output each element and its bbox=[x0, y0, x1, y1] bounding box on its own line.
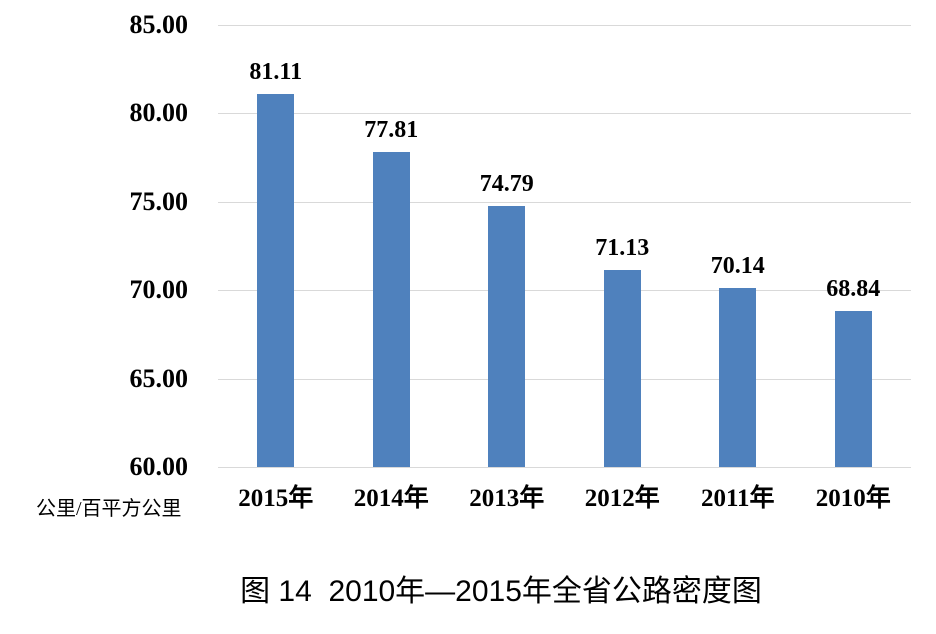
gridline bbox=[218, 113, 911, 115]
chart-caption: 图 14 2010年—2015年全省公路密度图 bbox=[240, 575, 762, 608]
y-tick-label: 75.00 bbox=[129, 186, 189, 216]
y-tick-label: 80.00 bbox=[129, 98, 189, 128]
bar-value-label: 68.84 bbox=[826, 275, 881, 302]
bar-value-label: 81.11 bbox=[249, 58, 303, 85]
gridline bbox=[218, 378, 911, 380]
bar-value-label: 71.13 bbox=[595, 235, 650, 262]
y-tick-label: 85.00 bbox=[129, 10, 189, 39]
y-tick-label: 60.00 bbox=[129, 452, 189, 481]
gridline bbox=[218, 290, 911, 292]
gridline bbox=[218, 201, 911, 203]
bar-2014年 bbox=[372, 152, 410, 467]
bar-2010年 bbox=[834, 310, 872, 467]
x-tick-label: 2012年 bbox=[584, 485, 660, 512]
x-tick-label: 2010年 bbox=[815, 485, 891, 512]
x-tick-label: 2013年 bbox=[469, 485, 545, 512]
y-tick-label: 65.00 bbox=[129, 363, 189, 393]
bar-2013年 bbox=[488, 205, 526, 467]
gridline bbox=[218, 467, 911, 468]
bar-value-label: 77.81 bbox=[364, 117, 419, 144]
bar-value-label: 74.79 bbox=[479, 170, 534, 197]
bar-2015年 bbox=[257, 93, 295, 467]
bar-value-label: 70.14 bbox=[710, 252, 765, 279]
x-tick-label: 2011年 bbox=[700, 485, 775, 512]
x-tick-label: 2014年 bbox=[353, 485, 429, 512]
gridline bbox=[218, 25, 911, 26]
x-tick-label: 2015年 bbox=[238, 485, 314, 512]
bar-2012年 bbox=[603, 270, 641, 467]
bar-2011年 bbox=[719, 287, 757, 467]
plot-area bbox=[218, 25, 911, 468]
y-axis-unit-label: 公里/百平方公里 bbox=[36, 498, 182, 520]
y-tick-label: 70.00 bbox=[129, 275, 189, 305]
